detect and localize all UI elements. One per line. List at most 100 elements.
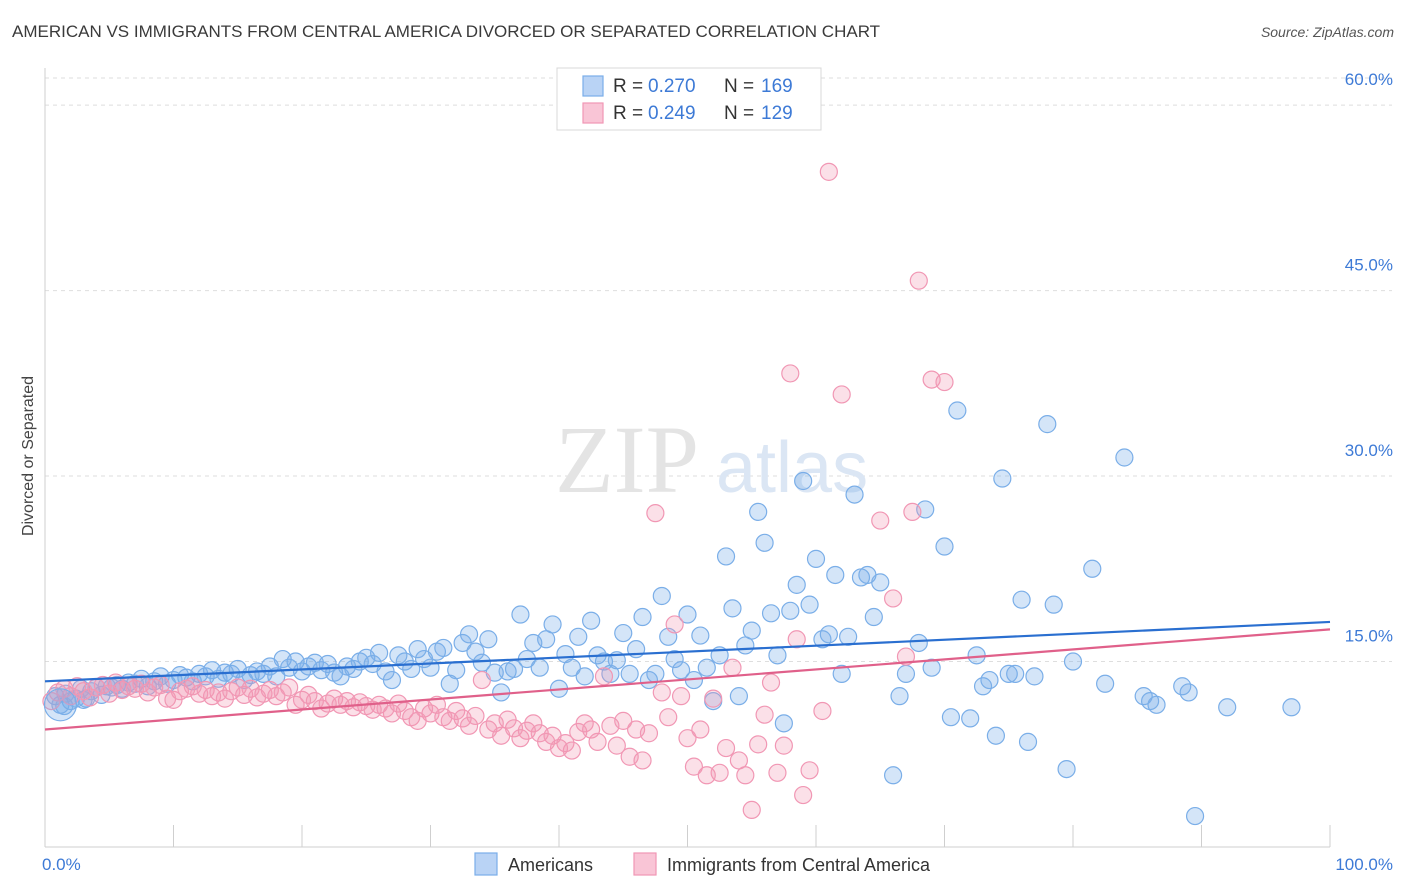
americans-point [768,646,787,665]
americans-point [511,605,530,624]
americans-point [774,714,793,733]
americans-point [459,625,479,644]
americans-point [408,640,427,659]
americans-point [691,626,710,645]
y-tick-label: 30.0% [1345,441,1393,460]
stats-legend-n-label-immigrants: N = [724,103,754,124]
immigrants-point [909,271,928,290]
immigrants-point [652,683,671,702]
immigrants-point [832,385,851,404]
legend-label-americans: Americans [508,855,593,875]
americans-point [948,401,967,420]
immigrants-point [614,711,633,730]
immigrants-point [749,735,768,754]
immigrants-point [659,708,678,727]
americans-point [678,605,697,624]
americans-point [723,599,742,618]
immigrants-point [562,741,581,760]
immigrants-point [800,761,819,780]
americans-point [543,615,562,634]
immigrants-point [556,734,575,753]
immigrants-point [813,701,832,721]
legend-swatch-immigrants [633,852,657,876]
americans-point [479,630,498,649]
americans-point [871,573,890,592]
americans-point [819,625,838,644]
americans-point [1282,698,1301,717]
trend-lines [44,620,1331,731]
stats-legend-swatch-immigrants [582,102,604,124]
immigrants-point [691,720,710,739]
americans-point-large [43,688,78,722]
americans-point [941,708,961,727]
americans-point [1044,595,1063,614]
americans-point [787,575,806,594]
immigrants-point [215,689,234,708]
americans-point [305,653,324,672]
americans-point [344,659,363,679]
immigrants-point [524,714,543,733]
immigrants-point [646,504,665,523]
stats-legend-swatch-americans [582,75,604,97]
immigrants-point [761,673,781,692]
americans-point [794,471,813,491]
immigrants-point [723,658,742,677]
x-tick-label-max: 100.0% [1335,855,1393,874]
americans-point [665,649,684,669]
immigrants-point [459,716,479,735]
y-tick-label: 45.0% [1345,256,1393,275]
americans-point [671,661,691,680]
americans-point [999,664,1018,683]
americans-point [1218,698,1237,717]
americans-point [839,627,858,646]
immigrants-point [511,729,530,748]
americans-point [582,611,601,630]
americans-point [562,658,581,677]
immigrants-point [787,630,806,649]
immigrants-point [671,687,691,706]
immigrants-point [466,706,485,726]
americans-point [1179,683,1198,702]
americans-point [614,623,633,643]
immigrants-point [228,678,247,697]
immigrants-point [768,763,787,782]
americans-point [646,664,665,683]
americans-point [1185,806,1205,826]
immigrants-point [704,689,723,708]
americans-point [421,658,440,677]
immigrants-trend-line [44,628,1331,731]
americans-point [935,537,954,556]
stats-legend-n-value-immigrants: 129 [761,103,793,124]
y-tick-label: 60.0% [1345,70,1393,89]
immigrants-point [678,729,697,748]
data-points [42,162,1301,826]
immigrants-point [447,701,466,721]
americans-point [883,766,903,785]
americans-point [909,633,928,653]
americans-point [1006,664,1025,683]
americans-point [569,627,588,646]
americans-point [1115,448,1134,467]
americans-point [1096,674,1115,693]
legend-label-immigrants: Immigrants from Central America [667,855,931,875]
americans-point [755,533,774,552]
americans-point [922,658,941,677]
immigrants-point [639,724,659,743]
stats-legend-r-label-immigrants: R = [613,103,643,124]
americans-point [1147,695,1166,714]
chart-source: Source: ZipAtlas.com [1260,24,1394,40]
americans-point [1057,759,1076,779]
immigrants-point [710,763,729,782]
series-legend: Americans Immigrants from Central Americ… [474,852,931,876]
americans-point [382,670,402,690]
immigrants-point [594,667,614,686]
americans-point [806,549,826,568]
americans-point [652,586,671,606]
immigrants-point [819,162,838,181]
americans-point [530,658,549,677]
immigrants-point [684,757,704,776]
legend-swatch-americans [474,852,498,876]
americans-point [761,604,781,623]
americans-point [749,502,768,522]
